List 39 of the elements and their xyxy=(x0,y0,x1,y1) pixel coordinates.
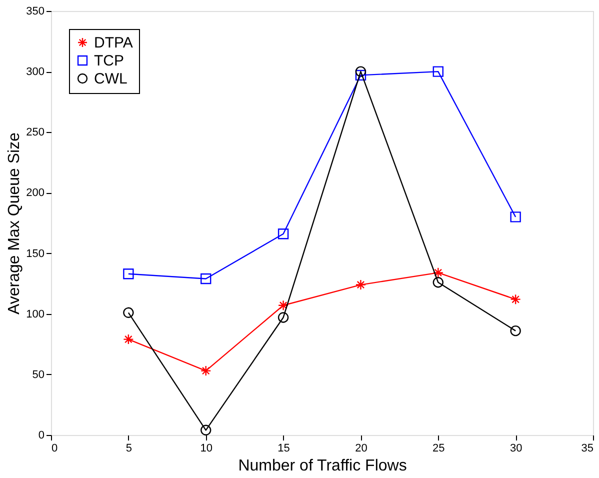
x-tick-label: 5 xyxy=(126,442,132,454)
legend-label: CWL xyxy=(94,70,128,88)
point xyxy=(200,273,212,284)
point xyxy=(432,277,444,288)
x-tick-label: 35 xyxy=(581,442,594,454)
y-tick-label: 100 xyxy=(26,308,44,320)
x-tick-label: 10 xyxy=(200,442,212,454)
point xyxy=(432,66,444,77)
legend-label: TCP xyxy=(94,52,124,70)
point xyxy=(278,300,289,311)
y-tick-label: 50 xyxy=(32,368,44,381)
point xyxy=(123,268,134,280)
point xyxy=(510,212,521,222)
y-tick-label: 300 xyxy=(26,66,44,78)
point xyxy=(278,312,289,323)
y-axis-title: Average Max Queue Size xyxy=(6,132,24,315)
y-tick-label: 250 xyxy=(26,126,44,139)
x-tick-label: 0 xyxy=(52,442,58,454)
point xyxy=(355,66,366,77)
x-axis-title: Number of Traffic Flows xyxy=(238,458,407,474)
y-tick-label: 350 xyxy=(26,6,44,18)
point xyxy=(510,294,521,305)
point xyxy=(200,424,212,436)
y-tick-label: 200 xyxy=(26,187,44,200)
point xyxy=(123,307,134,318)
point xyxy=(510,325,521,336)
x-tick-label: 20 xyxy=(355,442,368,454)
point xyxy=(355,279,366,290)
point xyxy=(278,228,289,240)
point xyxy=(200,365,212,376)
x-tick-label: 30 xyxy=(510,442,522,454)
legend-label: DTPA xyxy=(94,34,133,52)
point xyxy=(355,70,366,81)
x-tick-label: 25 xyxy=(432,442,445,454)
y-tick-label: 0 xyxy=(38,430,44,442)
point xyxy=(123,334,134,345)
y-tick-label: 150 xyxy=(26,248,44,260)
x-tick-label: 15 xyxy=(278,442,290,454)
point xyxy=(432,267,444,278)
